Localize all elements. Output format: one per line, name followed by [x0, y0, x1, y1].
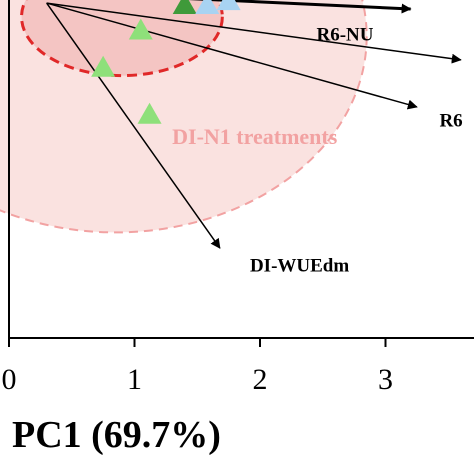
- sample-point: [195, 0, 220, 15]
- loading-vector-r6-nu: [46, 2, 462, 64]
- x-axis-ticks: 0 1 2 3: [2, 338, 393, 396]
- loading-vector-r6: [46, 2, 418, 110]
- confidence-regions: [0, 0, 368, 234]
- sample-point: [216, 0, 241, 11]
- region-label: DI-N1 treatments: [172, 124, 338, 149]
- loading-vector-unlabeled-3: [187, 0, 412, 14]
- loading-vector-di-wuedm: [46, 2, 221, 249]
- inner-region-ellipse: [20, 0, 224, 78]
- sample-points: [91, 0, 241, 124]
- x-tick-label: 1: [127, 363, 142, 396]
- vector-label: R6: [439, 111, 462, 132]
- x-tick-label: 2: [253, 363, 268, 396]
- axes: 0 1 2 3 PC1 (69.7%): [2, 0, 474, 456]
- x-tick-label: 3: [378, 363, 393, 396]
- loading-vectors: [46, 0, 462, 249]
- vector-label: R6-NU: [316, 24, 373, 45]
- x-tick-label: 0: [2, 363, 17, 396]
- annotations: R6-NU R6 DI-WUEdm DI-N1 treatments: [172, 24, 463, 276]
- x-axis-title: PC1 (69.7%): [12, 414, 221, 456]
- sample-point: [91, 55, 116, 77]
- vector-label: DI-WUEdm: [250, 256, 349, 277]
- sample-point: [172, 0, 197, 15]
- sample-point: [128, 18, 153, 40]
- sample-point: [137, 102, 162, 124]
